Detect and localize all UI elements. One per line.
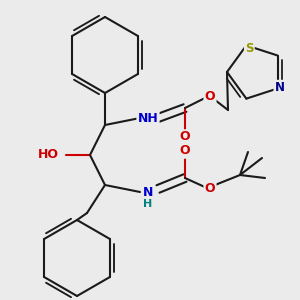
Text: H: H xyxy=(143,199,153,209)
Text: O: O xyxy=(205,91,215,103)
Text: NH: NH xyxy=(138,112,158,124)
Text: N: N xyxy=(275,81,285,94)
Text: HO: HO xyxy=(38,148,58,161)
Text: N: N xyxy=(143,185,153,199)
Text: O: O xyxy=(180,130,190,143)
Text: O: O xyxy=(180,145,190,158)
Text: S: S xyxy=(245,42,254,55)
Text: O: O xyxy=(205,182,215,194)
